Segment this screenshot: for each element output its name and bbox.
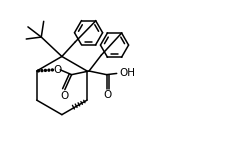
Text: O: O — [104, 90, 112, 100]
Text: O: O — [53, 65, 61, 75]
Text: O: O — [60, 91, 68, 101]
Circle shape — [48, 69, 50, 71]
Circle shape — [44, 69, 46, 71]
Circle shape — [37, 70, 39, 72]
Circle shape — [41, 70, 43, 72]
Circle shape — [51, 69, 53, 71]
Text: OH: OH — [120, 68, 136, 78]
